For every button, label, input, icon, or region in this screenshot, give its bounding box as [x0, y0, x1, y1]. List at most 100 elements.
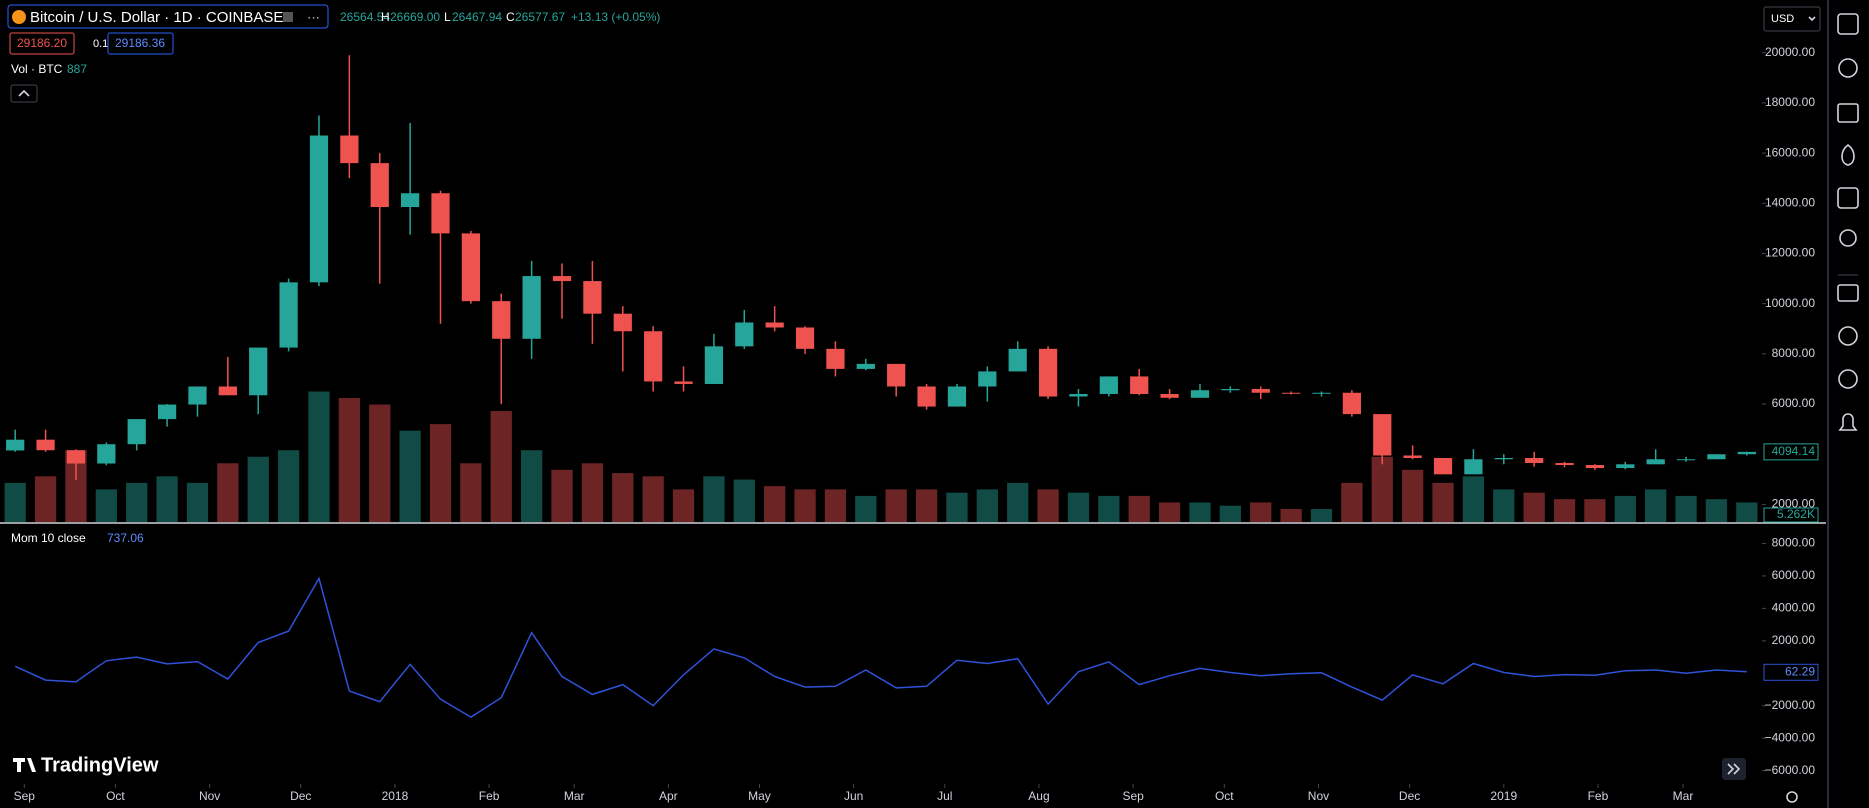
- hotlist-button[interactable]: [1841, 143, 1855, 166]
- candle-body: [674, 381, 693, 384]
- collapse-icon: [18, 89, 30, 97]
- candle-body: [856, 363, 875, 369]
- candle-body: [97, 444, 116, 464]
- candle-body: [917, 386, 936, 407]
- logo-text[interactable]: TradingView: [41, 754, 159, 776]
- watchlist-button[interactable]: [1837, 13, 1859, 35]
- x-tick-label: 2019: [1490, 789, 1517, 803]
- scroll-right-icon: [1727, 763, 1741, 775]
- volume-bar: [1371, 456, 1393, 522]
- candle-body: [644, 331, 663, 382]
- candle-body: [1737, 451, 1756, 455]
- candle-body: [947, 386, 967, 407]
- candle-body: [1099, 376, 1118, 395]
- ask-price[interactable]: 29186.36: [115, 36, 165, 50]
- candle-body: [1312, 392, 1331, 394]
- volume-bar: [1675, 495, 1697, 522]
- volume-bar: [399, 430, 421, 522]
- ideas-button[interactable]: [1839, 229, 1857, 247]
- x-tick-label: Feb: [479, 789, 500, 803]
- volume-bar: [1189, 502, 1211, 522]
- volume-bar: [490, 411, 512, 522]
- x-tick-label: Sep: [1122, 789, 1144, 803]
- volume-bar: [308, 391, 330, 522]
- volume-bar: [1219, 505, 1241, 522]
- y-tick-label: 8000.00: [1772, 536, 1816, 550]
- streams-button[interactable]: [1838, 326, 1858, 346]
- volume-bar: [703, 476, 725, 522]
- volume-legend-value: 887: [67, 62, 87, 76]
- volume-bar: [1736, 502, 1758, 522]
- candle-body: [340, 135, 359, 164]
- ohlc-change: +13.13 (+0.05%): [571, 10, 660, 24]
- volume-bar: [1341, 482, 1363, 522]
- logo-icon: [13, 758, 36, 772]
- ohlc-close: 26577.67: [515, 10, 565, 24]
- x-tick-label: Jun: [844, 789, 863, 803]
- notifications-button[interactable]: [1838, 413, 1858, 431]
- candle-body: [492, 301, 511, 339]
- ohlc-open: 26564.54: [340, 10, 390, 24]
- volume-bar: [885, 489, 907, 522]
- candle-body: [401, 193, 420, 208]
- y-tick-label: 12000.00: [1765, 246, 1815, 260]
- data-window-button[interactable]: [1837, 103, 1859, 123]
- candle-body: [826, 348, 845, 369]
- candle-body: [552, 276, 572, 282]
- symbol-box[interactable]: [7, 4, 329, 29]
- y-tick-label: 10000.00: [1765, 296, 1815, 310]
- y-tick-label: −4000.00: [1765, 730, 1816, 744]
- flag-icon[interactable]: [283, 12, 293, 22]
- candle-body: [1038, 348, 1058, 397]
- volume-bar: [126, 482, 148, 522]
- candle-body: [188, 386, 207, 405]
- volume-bar: [217, 463, 239, 522]
- candle-body: [66, 450, 86, 464]
- chat-button[interactable]: [1837, 284, 1859, 302]
- volume-bar: [1007, 482, 1029, 522]
- calendar-button[interactable]: [1837, 187, 1859, 209]
- volume-bar: [521, 450, 543, 522]
- settings-button[interactable]: [1786, 791, 1798, 803]
- y-tick-label: −2000.00: [1765, 698, 1816, 712]
- volume-bar: [1402, 469, 1424, 522]
- collapse-button[interactable]: [10, 84, 38, 103]
- alerts-button[interactable]: [1838, 58, 1858, 78]
- volume-bar: [1432, 482, 1454, 522]
- buy-button[interactable]: [107, 32, 174, 55]
- currency-select[interactable]: [1763, 6, 1821, 32]
- candle-body: [1707, 454, 1726, 460]
- candle-body: [735, 322, 754, 347]
- y-tick-label: 4000.00: [1772, 601, 1816, 615]
- x-tick-label: Aug: [1028, 789, 1049, 803]
- volume-tag: [1763, 507, 1819, 523]
- broadcast-button[interactable]: [1838, 369, 1858, 389]
- more-button[interactable]: ···: [307, 9, 320, 24]
- x-tick-label: Mar: [1673, 789, 1694, 803]
- candle-body: [1282, 392, 1301, 394]
- volume-bar: [855, 495, 877, 522]
- candle-body: [704, 346, 724, 384]
- candle-body: [1616, 464, 1635, 469]
- sell-button[interactable]: [9, 32, 75, 55]
- candle-body: [218, 386, 237, 396]
- volume-bar: [642, 476, 664, 522]
- y-tick-label: 2000.00: [1772, 497, 1816, 511]
- ohlc-low: 26467.94: [452, 10, 502, 24]
- candle-body: [1160, 394, 1179, 398]
- volume-bar: [1645, 489, 1667, 522]
- candle-body: [157, 404, 177, 420]
- y-tick-label: 8000.00: [1772, 346, 1816, 360]
- volume-bar: [1553, 499, 1576, 522]
- candle-body: [309, 135, 329, 283]
- bid-price[interactable]: 29186.20: [17, 36, 67, 50]
- candle-body: [1190, 390, 1210, 398]
- candle-body: [431, 193, 450, 234]
- symbol-title[interactable]: Bitcoin / U.S. Dollar · 1D · COINBASE: [30, 9, 283, 26]
- candle-body: [1525, 458, 1544, 464]
- currency-label[interactable]: USD: [1771, 13, 1794, 25]
- candle-body: [1251, 388, 1270, 393]
- candle-body: [1221, 388, 1240, 391]
- x-tick-label: Dec: [1399, 789, 1420, 803]
